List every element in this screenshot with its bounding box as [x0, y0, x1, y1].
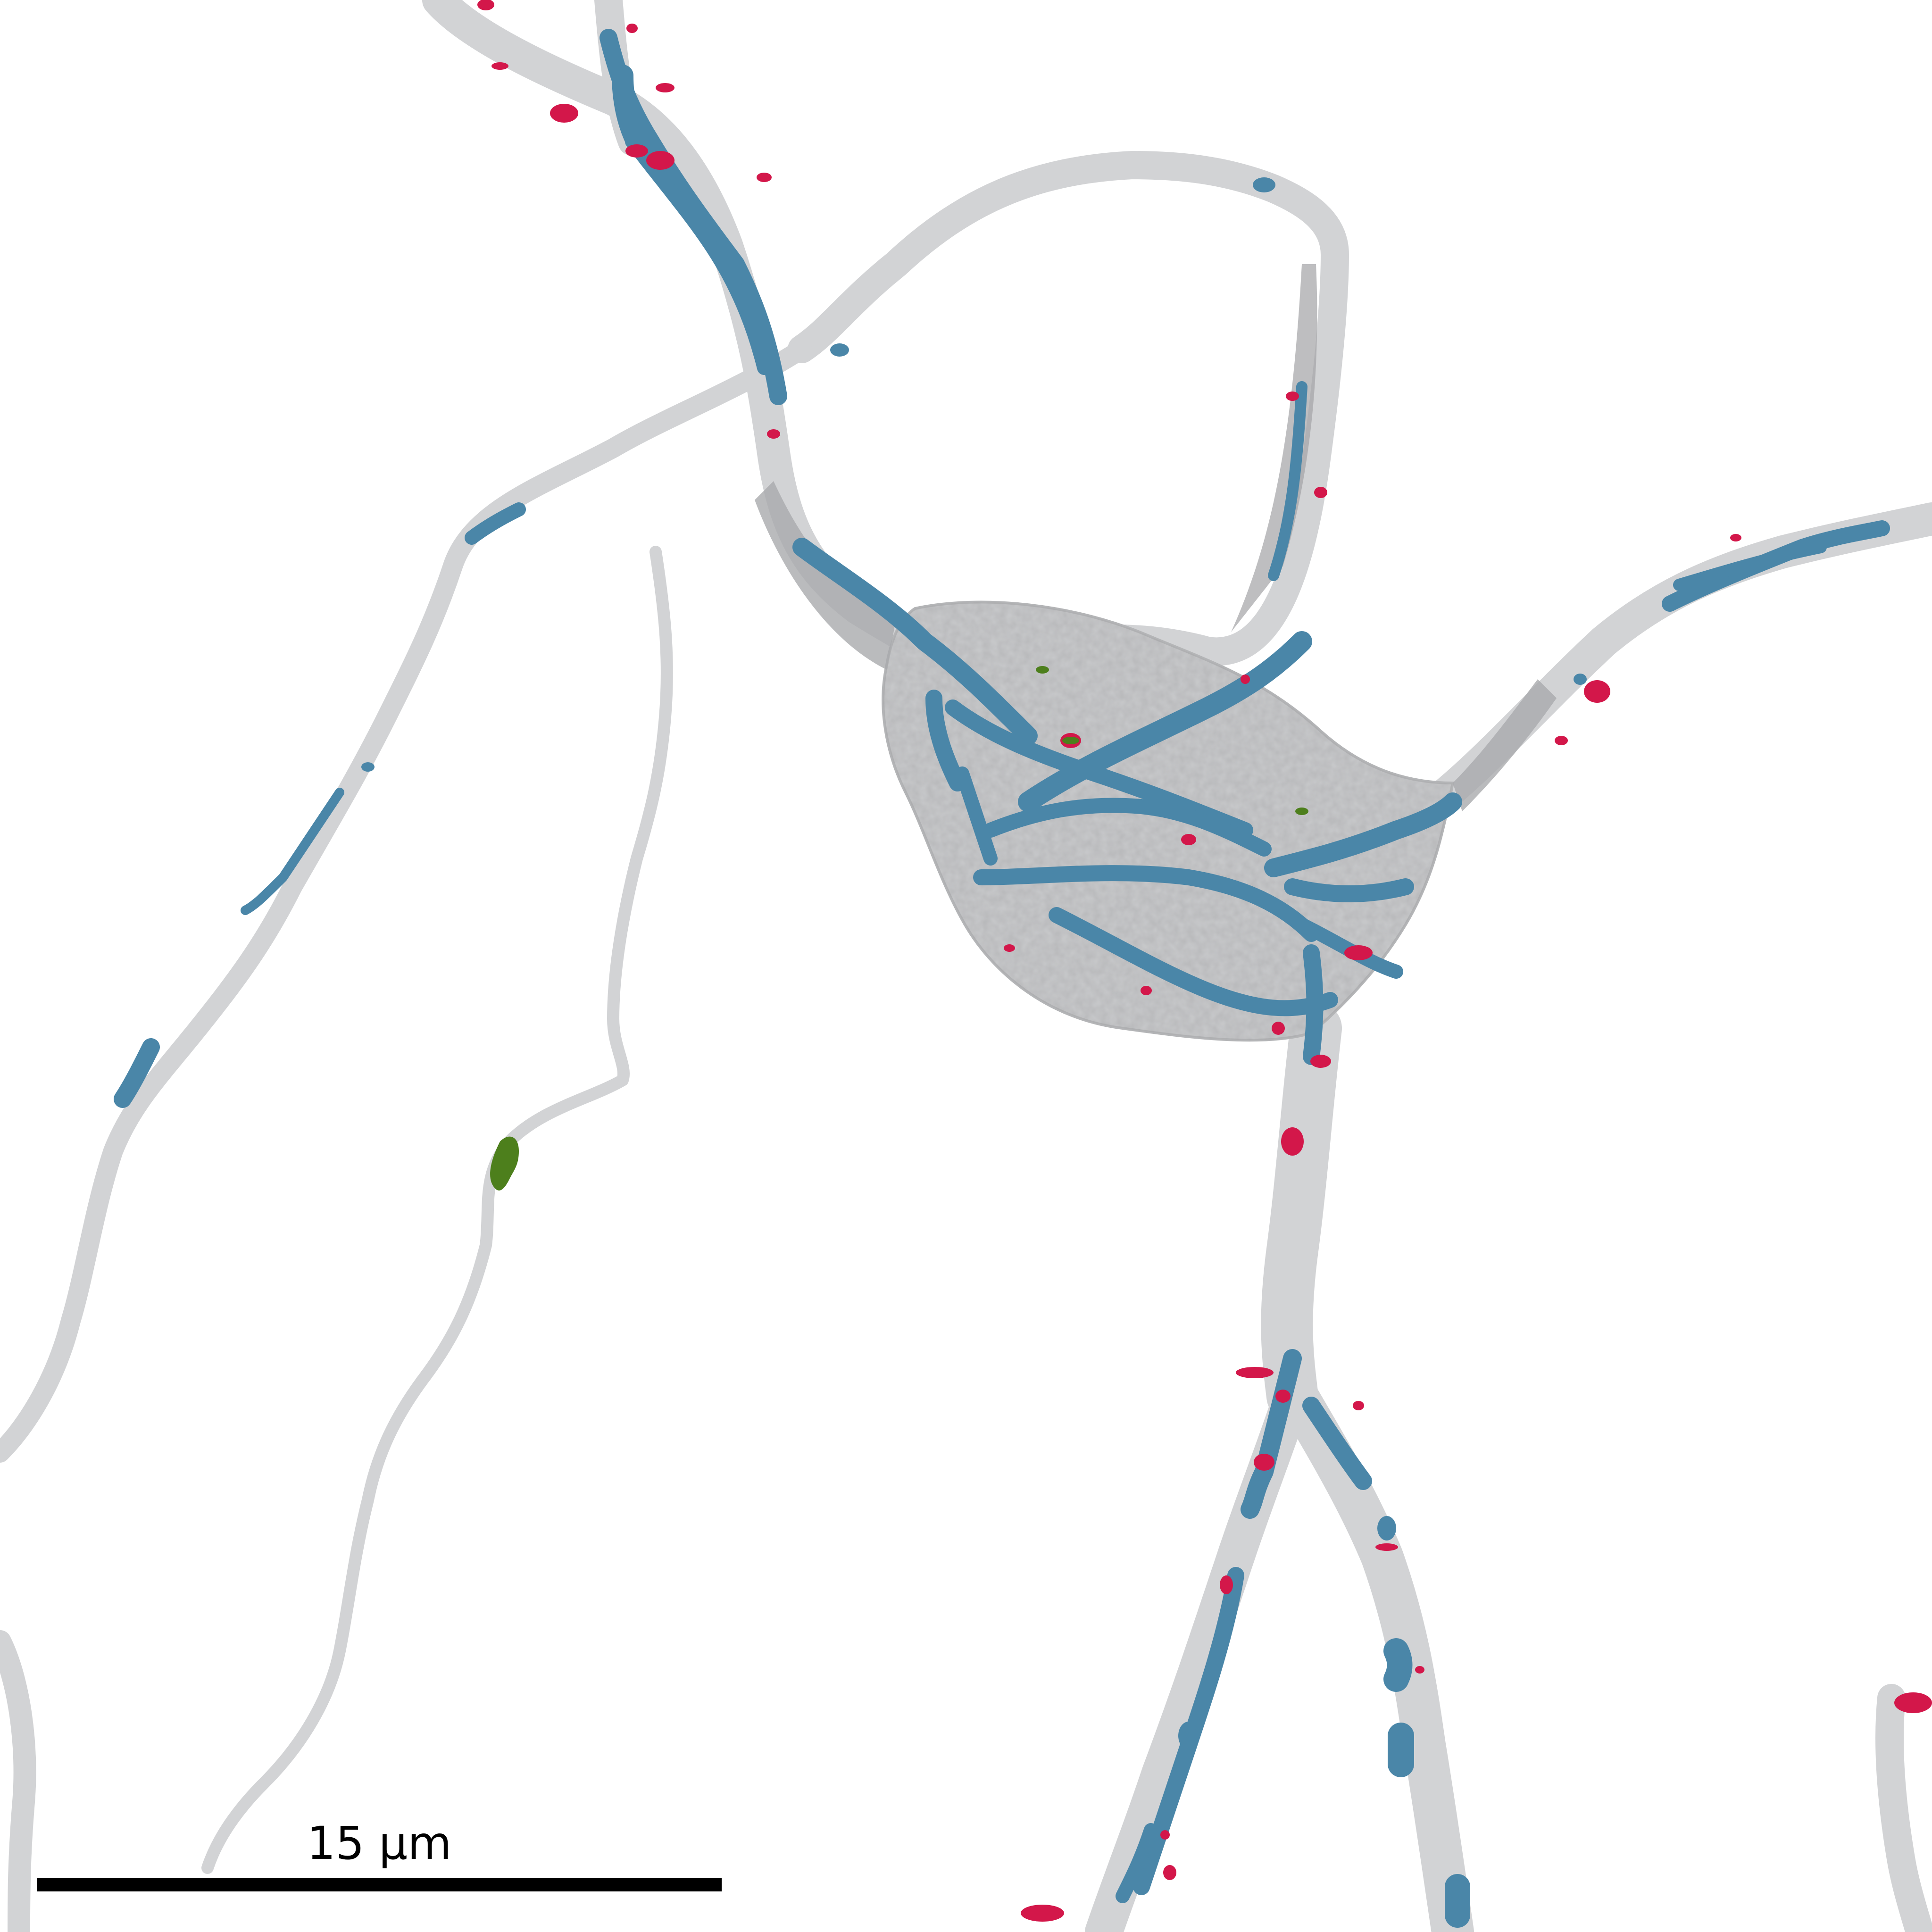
red-organelles	[477, 0, 1932, 1922]
mitochondria-blobs	[361, 177, 1587, 1750]
scale-bar-label: 15 µm	[307, 1817, 452, 1870]
green-organelles	[490, 666, 1308, 1191]
scale-bar-line	[37, 1878, 722, 1891]
mitochondria	[114, 29, 1890, 1928]
scale-bar: 15 µm	[37, 1821, 722, 1901]
cell-body	[755, 264, 1557, 1042]
